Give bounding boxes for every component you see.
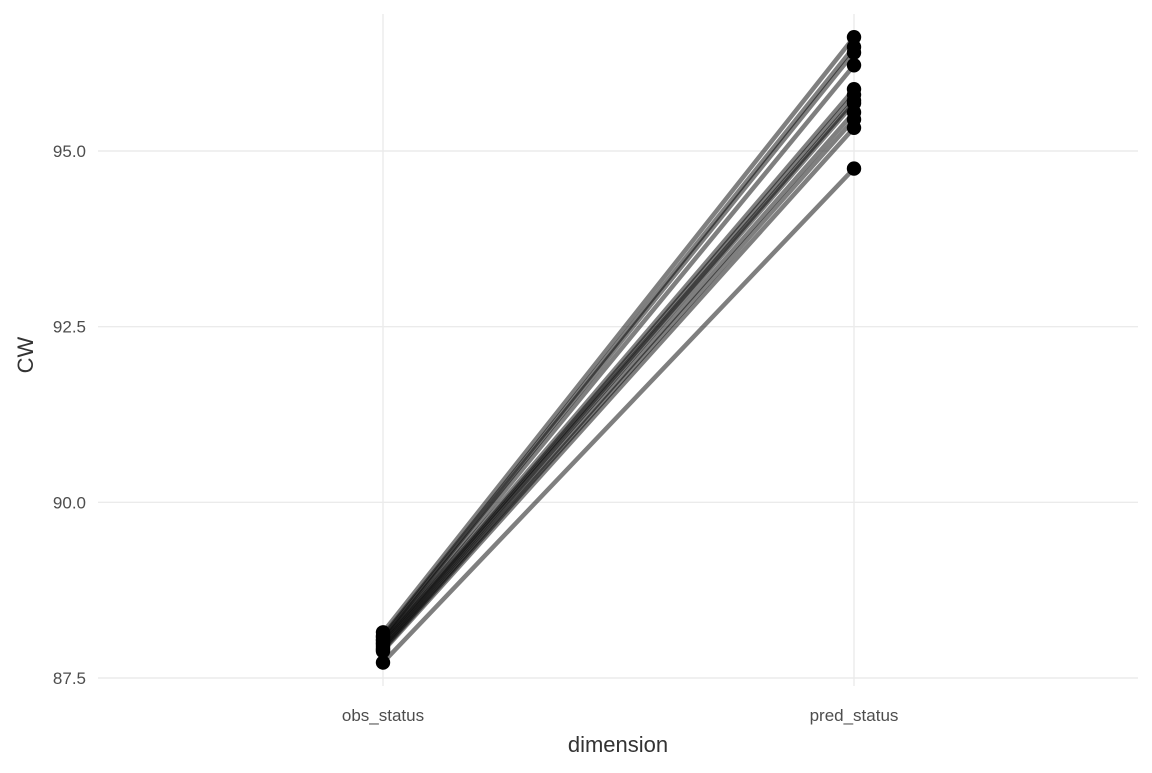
y-tick-label: 87.5: [53, 669, 86, 688]
series-line: [381, 167, 856, 665]
y-tick-label: 95.0: [53, 142, 86, 161]
x-tick-label: pred_status: [810, 706, 899, 725]
tick-layer: 87.5 90.0 92.5 95.0 obs_status pred_status: [53, 142, 899, 725]
x-axis-title: dimension: [568, 732, 668, 757]
series-line: [381, 35, 856, 634]
data-point: [846, 29, 862, 45]
series-line: [381, 51, 856, 639]
data-point: [846, 161, 862, 176]
data-point: [375, 644, 391, 659]
data-point: [846, 120, 862, 136]
point-layer: [375, 29, 862, 670]
x-tick-label: obs_status: [342, 706, 424, 725]
data-point: [375, 655, 391, 670]
series-line: [381, 126, 856, 653]
data-point: [846, 45, 862, 60]
y-tick-label: 90.0: [53, 493, 86, 512]
y-tick-label: 92.5: [53, 318, 86, 337]
data-point: [846, 58, 862, 73]
series-line: [381, 63, 856, 641]
y-axis-title: CW: [13, 336, 38, 373]
series-layer: [381, 35, 856, 665]
